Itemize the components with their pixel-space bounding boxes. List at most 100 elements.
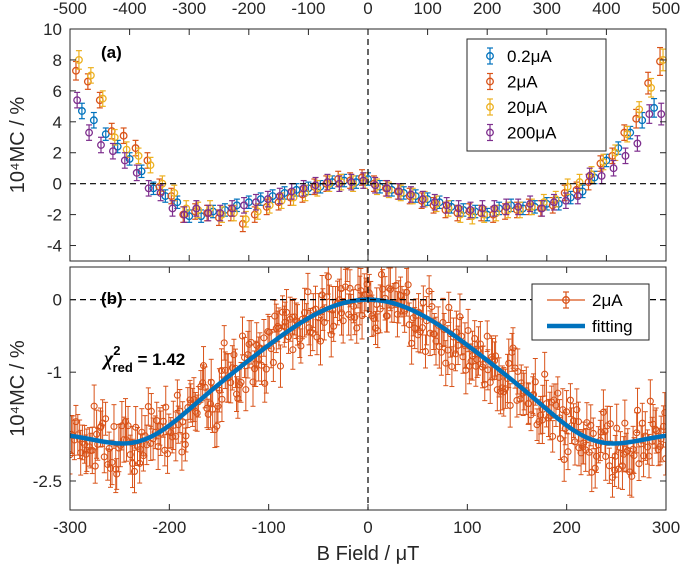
data-point [218, 210, 226, 219]
data-point [358, 312, 366, 320]
data-point [525, 400, 533, 408]
data-point [531, 378, 539, 386]
data-point [163, 450, 172, 458]
data-point [318, 291, 326, 299]
data-point [611, 148, 620, 157]
data-point [245, 340, 253, 348]
data-point [204, 209, 213, 218]
data-point [537, 411, 545, 419]
data-point [156, 188, 165, 197]
x-tick-label-b: 200 [552, 518, 580, 537]
data-point [309, 329, 317, 337]
data-point [339, 317, 347, 325]
data-point [347, 178, 356, 187]
data-point [341, 283, 349, 291]
data-point [538, 204, 546, 213]
x-tick-label-b: -100 [252, 518, 286, 537]
data-point [197, 382, 205, 390]
data-point [403, 288, 411, 296]
chi-value: = 1.42 [133, 350, 185, 369]
data-point [456, 313, 464, 321]
data-point [552, 401, 560, 409]
data-point [73, 96, 82, 105]
data-point [228, 204, 237, 213]
data-point [311, 181, 320, 190]
data-point [101, 130, 110, 139]
y-tick-label-a: 10 [43, 20, 62, 39]
data-point [110, 133, 119, 142]
data-point [650, 103, 659, 112]
data-point [554, 389, 562, 397]
data-point [526, 199, 535, 208]
data-point [130, 467, 139, 475]
data-point [633, 139, 642, 148]
data-point [635, 460, 643, 468]
data-point [77, 107, 86, 115]
data-point [93, 430, 101, 438]
legend-marker [486, 52, 494, 60]
data-point [280, 322, 288, 331]
x-axis-label: B Field / μT [317, 543, 420, 565]
data-point [406, 190, 415, 199]
legend-marker [562, 296, 570, 304]
panel-a: -500 -400 -300 -200 -100 0 100 200 300 400 500-4-2… [7, 0, 680, 262]
x-tick-label-top: 500 [652, 0, 680, 18]
x-tick-label-top: -100 [291, 0, 325, 18]
data-point [173, 198, 182, 207]
data-point [623, 130, 632, 139]
data-point [276, 362, 285, 370]
data-point [346, 284, 354, 292]
data-point [125, 154, 134, 163]
legend-entry-a: 0.2μA [507, 47, 552, 66]
data-point [113, 142, 122, 151]
data-point [585, 448, 593, 456]
x-tick-label-b: -200 [152, 518, 186, 537]
data-point [172, 432, 180, 440]
data-point [448, 363, 456, 371]
data-point [275, 192, 284, 200]
data-point [384, 185, 393, 194]
x-tick-label-top: 400 [592, 0, 620, 18]
data-point [247, 338, 255, 346]
y-tick-label-a: -4 [47, 237, 62, 256]
data-point [418, 324, 426, 332]
data-point [609, 164, 618, 173]
data-point [124, 422, 132, 430]
data-point [108, 458, 116, 466]
data-point [363, 280, 371, 288]
data-point [573, 406, 581, 414]
data-point [506, 401, 514, 409]
data-point [646, 397, 654, 405]
data-point [269, 358, 277, 367]
data-point [437, 348, 445, 356]
data-point [349, 302, 358, 310]
data-point [657, 110, 666, 119]
data-point [484, 366, 492, 374]
legend-entry-a: 2μA [507, 73, 538, 92]
x-tick-label-top: 300 [533, 0, 561, 18]
x-tick-label-b: -300 [53, 518, 87, 537]
data-point [478, 204, 487, 213]
data-point [143, 441, 151, 449]
data-point [91, 462, 99, 470]
data-point [97, 422, 105, 430]
data-point [85, 128, 94, 137]
data-point [119, 131, 128, 140]
data-point [330, 322, 338, 330]
data-point [589, 429, 597, 437]
x-tick-label-top: -300 [172, 0, 206, 18]
data-point [287, 187, 296, 196]
data-point [416, 328, 424, 336]
data-point [89, 116, 98, 125]
data-point [561, 196, 570, 205]
data-point [194, 206, 203, 214]
legend-entry-a: 20μA [507, 98, 548, 117]
data-point [252, 198, 260, 207]
data-point [611, 466, 619, 474]
data-point [214, 402, 222, 410]
y-tick-label-b: -1 [47, 363, 62, 382]
x-tick-label-b: 100 [453, 518, 481, 537]
data-point [421, 347, 430, 356]
data-point [192, 204, 201, 213]
data-point [134, 151, 143, 160]
